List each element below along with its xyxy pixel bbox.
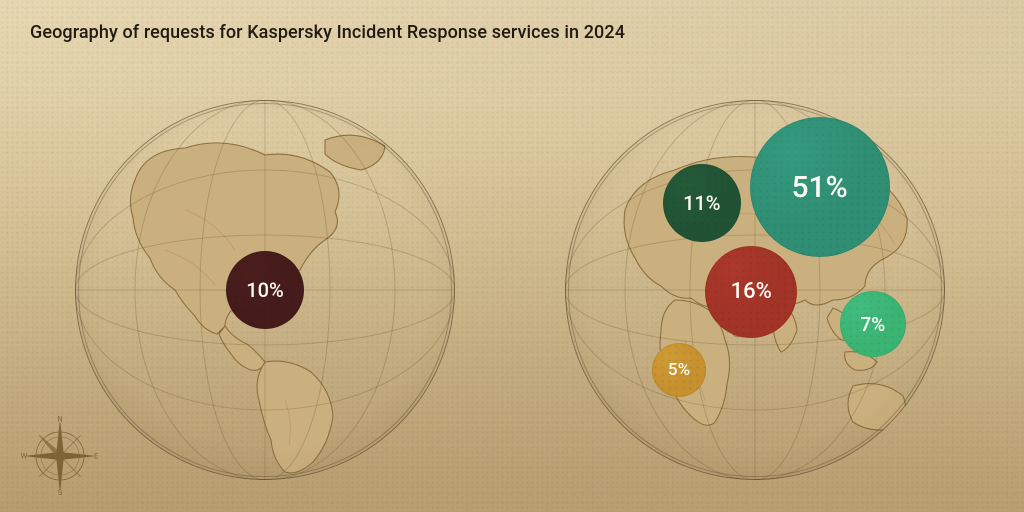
region-bubble-label: 11%	[683, 191, 720, 215]
compass-s: S	[58, 488, 62, 496]
compass-rose-icon: N E S W	[20, 416, 100, 496]
infographic-canvas: Geography of requests for Kaspersky Inci…	[0, 0, 1024, 512]
compass-n: N	[57, 416, 62, 424]
region-bubble-americas: 10%	[226, 251, 304, 329]
region-bubble-label: 16%	[731, 279, 772, 304]
region-bubble-label: 7%	[860, 313, 885, 336]
region-bubble-label: 10%	[246, 278, 283, 302]
region-bubble-europe: 11%	[663, 164, 741, 242]
region-bubble-label: 51%	[791, 170, 847, 205]
compass-w: W	[21, 451, 28, 460]
region-bubble-asia-pacific: 7%	[840, 291, 906, 357]
page-title: Geography of requests for Kaspersky Inci…	[30, 22, 625, 43]
compass-e: E	[94, 451, 98, 460]
region-bubble-label: 5%	[668, 360, 690, 380]
region-bubble-russia-cis: 51%	[750, 117, 890, 257]
region-bubble-middle-east: 16%	[705, 246, 797, 338]
region-bubble-africa: 5%	[652, 343, 706, 397]
